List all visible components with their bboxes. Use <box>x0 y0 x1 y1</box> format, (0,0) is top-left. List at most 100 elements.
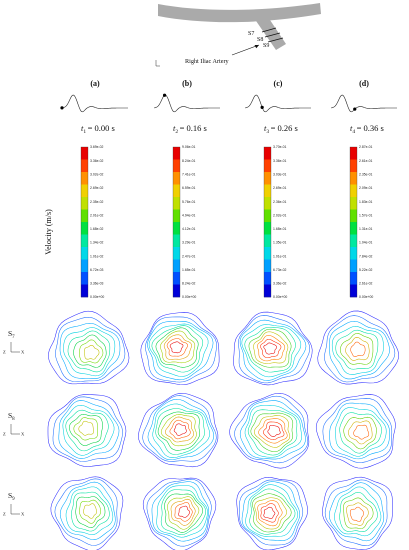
contour-line <box>75 496 106 528</box>
waveform-marker-0 <box>60 106 64 110</box>
colorbar-swatch <box>81 259 88 273</box>
contour-plot-s7-d <box>317 310 399 385</box>
colorbar-swatch <box>173 272 180 285</box>
colorbar-swatch <box>173 209 180 223</box>
contour-line <box>59 481 116 540</box>
contour-line <box>52 396 123 462</box>
velocity-axis-label: Velocity (m/s) <box>44 209 53 255</box>
row-label-1: S8 <box>8 411 15 422</box>
contour-line <box>156 485 208 538</box>
contour-plot-s8-a <box>47 394 127 467</box>
contour-plot-s7-a <box>48 310 130 385</box>
contour-line <box>170 498 196 526</box>
contour-line <box>345 337 370 361</box>
waveform-curve-3 <box>330 94 397 113</box>
colorbar-tick-label: 1.31e-01 <box>359 227 372 231</box>
colorbar-tick-label: 5.76e-01 <box>182 200 195 204</box>
colorbar-tick-label: 2.02e-01 <box>273 213 286 217</box>
colorbar-tick-label: 2.87e-01 <box>359 145 372 149</box>
colorbar-tick-label: 4.94e-01 <box>182 213 195 217</box>
colorbar-swatch <box>350 284 357 298</box>
colorbar-tick-label: 3.29e-01 <box>182 241 195 245</box>
colorbar-frame-3 <box>349 146 358 298</box>
contour-line <box>151 481 210 542</box>
colorbar-frame-2 <box>263 146 272 298</box>
row-label-0: S7 <box>8 329 15 340</box>
colorbar-swatch <box>81 159 88 173</box>
contour-line <box>329 402 390 460</box>
colorbar-swatch <box>264 247 271 260</box>
artery-pointer-arrow <box>231 44 260 56</box>
axis-letter-x: X <box>21 432 25 437</box>
contour-line <box>174 502 193 522</box>
colorbar-swatch <box>81 197 88 210</box>
contour-line <box>73 417 98 441</box>
colorbar-tick-label: 0.00e+00 <box>182 295 196 299</box>
contour-line <box>79 499 101 524</box>
colorbar-tick-label: 6.73e-02 <box>273 268 286 272</box>
colorbar-swatch <box>173 159 180 173</box>
panel-label-0: (a) <box>90 79 100 88</box>
colorbar-tick-label: 2.61e-01 <box>359 159 372 163</box>
colorbar-swatch <box>264 284 271 298</box>
panel-label-2: (c) <box>274 79 283 88</box>
colorbar-swatch <box>264 234 271 248</box>
colorbar-tick-label: 1.57e-01 <box>359 213 372 217</box>
contour-line <box>331 326 384 375</box>
contour-line <box>169 341 184 354</box>
artery-pointer-arrowhead <box>254 45 259 49</box>
colorbar-swatch <box>264 272 271 285</box>
contour-line <box>322 398 393 463</box>
colorbar-tick-label: 6.72e-03 <box>90 268 103 272</box>
contour-line <box>62 405 115 456</box>
colorbar-tick-label: 0.00e+00 <box>273 295 287 299</box>
contour-line <box>78 420 94 436</box>
aorta-vessel <box>158 3 321 23</box>
contour-line <box>65 486 114 535</box>
section-line-s7 <box>261 27 277 33</box>
colorbar-swatch <box>264 184 271 198</box>
contour-line <box>339 412 382 454</box>
colorbar-frame-1 <box>172 146 181 298</box>
contour-line <box>324 315 396 383</box>
colorbar-swatch <box>350 234 357 248</box>
contour-line <box>155 327 199 368</box>
colorbar-swatch <box>350 159 357 173</box>
colorbar-tick-label: 2.69e-01 <box>273 186 286 190</box>
contour-line <box>335 329 379 370</box>
panel-headers: (a) t1 = 0.00 s (b) t2 = 0.16 s (c) t3 = 0.26 s (… <box>60 79 397 135</box>
colorbars: 3.69e-02 3.36e-02 3.02e-02 2.69e-02 2.35e-02… <box>80 145 373 299</box>
contour-plot-s8-c <box>229 392 310 469</box>
contour-line <box>348 420 373 445</box>
colorbar-tick-label: 1.83e-01 <box>359 200 372 204</box>
colorbar-swatch <box>264 222 271 235</box>
colorbar-swatch <box>173 184 180 198</box>
colorbar-tick-label: 3.36e-01 <box>273 159 286 163</box>
colorbar-tick-label: 9.06e-01 <box>182 145 195 149</box>
time-label-1: t2 = 0.16 s <box>173 123 207 135</box>
contour-line <box>315 394 396 469</box>
artery-diagram: S7 S8 S9 Right Iliac Artery <box>155 3 321 67</box>
contour-line <box>48 310 130 385</box>
contour-line <box>71 491 110 532</box>
contour-line <box>166 338 188 357</box>
section-line-s8 <box>264 32 281 38</box>
colorbar-tick-label: 8.24e-02 <box>182 282 195 286</box>
section-line-s9 <box>267 37 284 43</box>
contour-line <box>163 334 192 360</box>
colorbar-tick-label: 2.36e-01 <box>273 200 286 204</box>
contour-line <box>157 411 201 451</box>
contour-line <box>263 342 277 355</box>
contour-line <box>138 393 219 468</box>
contour-line <box>263 421 285 440</box>
contour-line <box>84 345 100 360</box>
colorbar-swatch <box>173 147 180 160</box>
colorbar-swatch <box>173 247 180 260</box>
contour-line <box>145 316 217 383</box>
colorbar-tick-label: 5.22e-02 <box>359 268 372 272</box>
colorbar-tick-label: 7.41e-01 <box>182 172 195 176</box>
colorbar-tick-label: 3.36e-03 <box>90 282 103 286</box>
panel-label-3: (d) <box>359 79 369 88</box>
colorbar-tick-label: 1.04e-01 <box>359 241 372 245</box>
contour-line <box>245 484 299 537</box>
